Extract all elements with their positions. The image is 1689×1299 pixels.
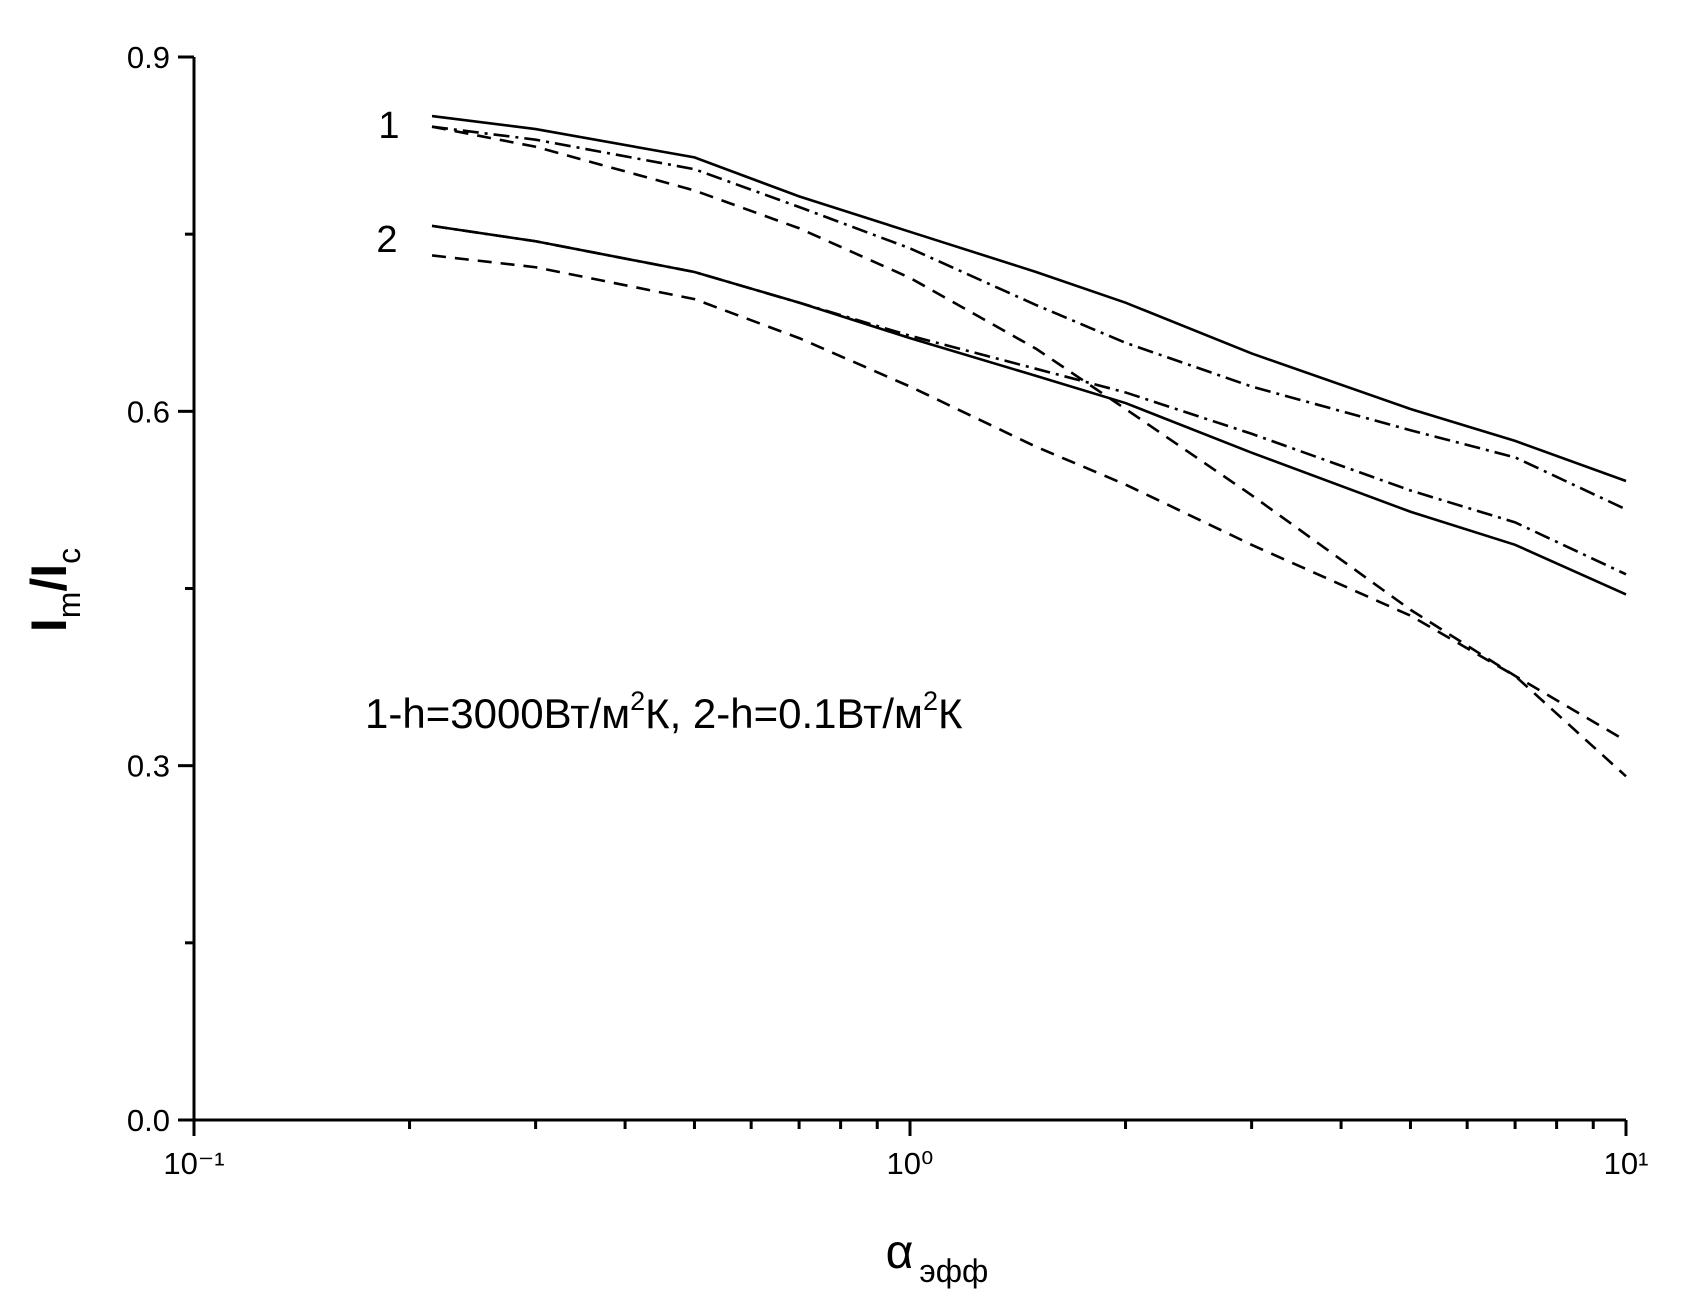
x-axis-label-text: α xyxy=(886,1226,914,1279)
y-tick-label: 0.3 xyxy=(127,749,170,784)
series-line xyxy=(431,224,1627,576)
series-line xyxy=(431,254,1627,778)
y-axis-label: Im/Ic xyxy=(21,548,87,632)
y-tick-label: 0.9 xyxy=(127,40,170,75)
series-line xyxy=(431,224,1627,596)
annotation-sup: 2 xyxy=(923,686,938,716)
y-tick-label: 0.6 xyxy=(127,394,170,429)
x-tick-label: 10⁻¹ xyxy=(163,1146,224,1181)
y-axis-label-text: I xyxy=(21,618,77,632)
annotation-text: 1-h=3000Вт/м xyxy=(365,690,630,737)
annotation-sup: 2 xyxy=(630,686,645,716)
y-axis-label-text: /I xyxy=(21,564,77,592)
x-tick-label: 10¹ xyxy=(1604,1146,1649,1181)
annotation-text: К, 2-h=0.1Вт/м xyxy=(645,690,923,737)
y-axis-label-sub: c xyxy=(51,548,87,564)
y-tick-label: 0.0 xyxy=(127,1103,170,1138)
x-axis-label-sub: эфф xyxy=(919,1253,988,1289)
x-axis-label: α эфф xyxy=(886,1226,989,1289)
curve-label: 1 xyxy=(378,105,399,147)
annotation-text: К xyxy=(938,690,963,737)
series-line xyxy=(431,125,1627,742)
x-tick-label: 10⁰ xyxy=(887,1146,934,1181)
annotation: 1-h=3000Вт/м2К, 2-h=0.1Вт/м2К xyxy=(365,686,963,737)
y-axis-label-sub: m xyxy=(51,592,87,619)
series-line xyxy=(431,114,1627,483)
curve-label: 2 xyxy=(376,219,397,261)
series-line xyxy=(431,125,1627,511)
